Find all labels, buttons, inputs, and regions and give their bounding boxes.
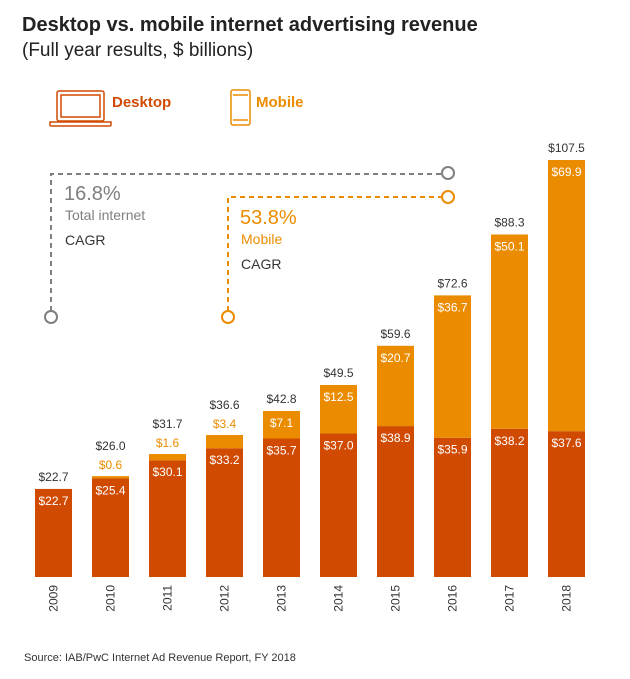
label-mobile-2015: $20.7 [380,351,410,365]
label-desktop-2009: $22.7 [38,494,68,508]
label-desktop-2012: $33.2 [209,453,239,467]
legend-desktop-label: Desktop [112,94,172,111]
label-total-2018: $107.5 [548,141,585,155]
label-mobile-2013: $7.1 [270,416,294,430]
label-total-2015: $59.6 [380,327,410,341]
label-total-2012: $36.6 [209,398,239,412]
label-desktop-2011: $30.1 [152,465,182,479]
total-cagr-suffix: CAGR [65,232,106,248]
label-mobile-2012: $3.4 [213,417,237,431]
bar-desktop-2018 [548,431,585,577]
x-tick-2012: 2012 [218,585,232,612]
mobile-cagr-connector [227,196,441,311]
x-tick-2013: 2013 [275,585,289,612]
label-total-2014: $49.5 [323,366,353,380]
label-mobile-2010: $0.6 [99,458,123,472]
label-mobile-2011: $1.6 [156,436,180,450]
label-desktop-2013: $35.7 [266,444,296,458]
label-desktop-2018: $37.6 [551,436,581,450]
x-tick-2014: 2014 [332,585,346,612]
bar-desktop-2012 [206,448,243,577]
bar-desktop-2011 [149,460,186,577]
chart-subtitle: (Full year results, $ billions) [22,40,254,61]
label-total-2010: $26.0 [95,439,125,453]
total-cagr-start-marker [44,310,58,324]
bar-mobile-2015 [377,345,414,427]
label-desktop-2016: $35.9 [437,443,467,457]
bar-desktop-2013 [263,438,300,577]
bar-desktop-2010 [92,478,129,577]
label-total-2009: $22.7 [38,470,68,484]
label-desktop-2015: $38.9 [380,431,410,445]
total-cagr-end-marker [441,166,455,180]
bar-desktop-2009 [35,488,72,577]
label-desktop-2017: $38.2 [494,434,524,448]
bar-mobile-2017 [491,234,528,429]
bar-mobile-2012 [206,435,243,449]
x-tick-2017: 2017 [503,585,517,612]
bar-mobile-2011 [149,454,186,461]
label-total-2013: $42.8 [266,392,296,406]
x-tick-2009: 2009 [47,585,61,612]
bar-mobile-2016 [434,295,471,438]
label-mobile-2017: $50.1 [494,239,524,253]
bar-desktop-2015 [377,426,414,577]
label-mobile-2018: $69.9 [551,165,581,179]
label-total-2016: $72.6 [437,276,467,290]
legend-mobile-label: Mobile [256,94,304,111]
bar-mobile-2014 [320,384,357,434]
bars-group: $22.7 $22.7 2009 $25.4 $0.6 $26.0 2010 $30.1 $1.… [35,141,585,612]
bar-desktop-2016 [434,437,471,577]
x-tick-2018: 2018 [560,585,574,612]
x-tick-2015: 2015 [389,585,403,612]
label-desktop-2014: $37.0 [323,438,353,452]
source-note: Source: IAB/PwC Internet Ad Revenue Repo… [24,652,296,664]
chart-title: Desktop vs. mobile internet advertising … [22,14,478,36]
x-tick-2016: 2016 [446,585,460,612]
mobile-cagr-suffix: CAGR [241,256,282,272]
phone-icon [230,89,251,126]
bar-mobile-2013 [263,410,300,439]
laptop-icon [49,90,112,127]
label-total-2017: $88.3 [494,215,524,229]
total-cagr-value: 16.8% [64,183,121,205]
total-cagr-label: Total internet [65,207,146,223]
mobile-cagr-end-marker [441,190,455,204]
bar-desktop-2017 [491,428,528,577]
label-mobile-2014: $12.5 [323,390,353,404]
x-tick-2010: 2010 [104,585,118,612]
mobile-cagr-value: 53.8% [240,207,297,229]
x-tick-2011: 2011 [161,585,175,611]
label-mobile-2016: $36.7 [437,300,467,314]
bar-mobile-2018 [548,160,585,432]
mobile-cagr-start-marker [221,310,235,324]
bar-mobile-2010 [92,476,129,479]
label-total-2011: $31.7 [152,417,182,431]
bar-desktop-2014 [320,433,357,577]
mobile-cagr-label: Mobile [241,231,283,247]
label-desktop-2010: $25.4 [95,483,125,497]
total-cagr-connector [50,173,441,311]
